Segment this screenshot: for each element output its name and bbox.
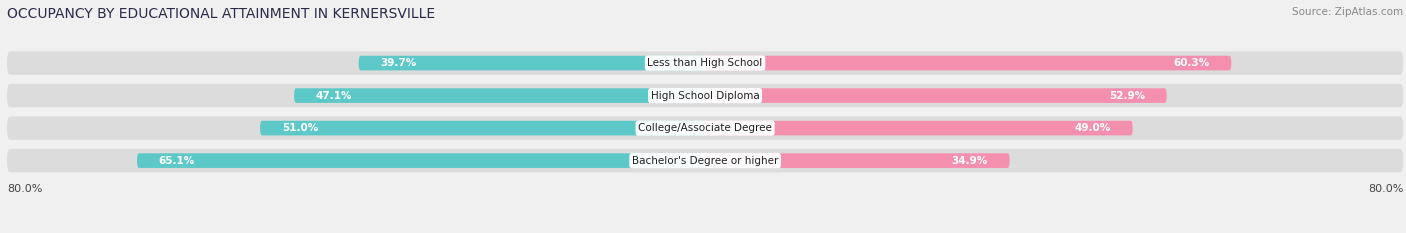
FancyBboxPatch shape [706,56,1232,70]
Text: High School Diploma: High School Diploma [651,91,759,101]
Text: 34.9%: 34.9% [952,156,988,166]
Text: 49.0%: 49.0% [1074,123,1111,133]
Text: 65.1%: 65.1% [159,156,195,166]
FancyBboxPatch shape [7,116,1403,140]
Text: 39.7%: 39.7% [381,58,416,68]
Text: 47.1%: 47.1% [316,91,353,101]
Text: 80.0%: 80.0% [1368,184,1403,194]
Text: Bachelor's Degree or higher: Bachelor's Degree or higher [631,156,779,166]
FancyBboxPatch shape [359,56,706,70]
FancyBboxPatch shape [706,153,1010,168]
FancyBboxPatch shape [260,121,706,135]
Text: College/Associate Degree: College/Associate Degree [638,123,772,133]
Text: Source: ZipAtlas.com: Source: ZipAtlas.com [1292,7,1403,17]
FancyBboxPatch shape [706,121,1133,135]
FancyBboxPatch shape [706,88,1167,103]
Text: 80.0%: 80.0% [7,184,42,194]
Legend: Owner-occupied, Renter-occupied: Owner-occupied, Renter-occupied [586,230,824,233]
FancyBboxPatch shape [136,153,706,168]
FancyBboxPatch shape [7,51,1403,75]
FancyBboxPatch shape [7,84,1403,107]
Text: 60.3%: 60.3% [1173,58,1209,68]
Text: 51.0%: 51.0% [281,123,318,133]
FancyBboxPatch shape [294,88,706,103]
Text: OCCUPANCY BY EDUCATIONAL ATTAINMENT IN KERNERSVILLE: OCCUPANCY BY EDUCATIONAL ATTAINMENT IN K… [7,7,434,21]
Text: Less than High School: Less than High School [648,58,762,68]
FancyBboxPatch shape [7,149,1403,172]
Text: 52.9%: 52.9% [1109,91,1144,101]
